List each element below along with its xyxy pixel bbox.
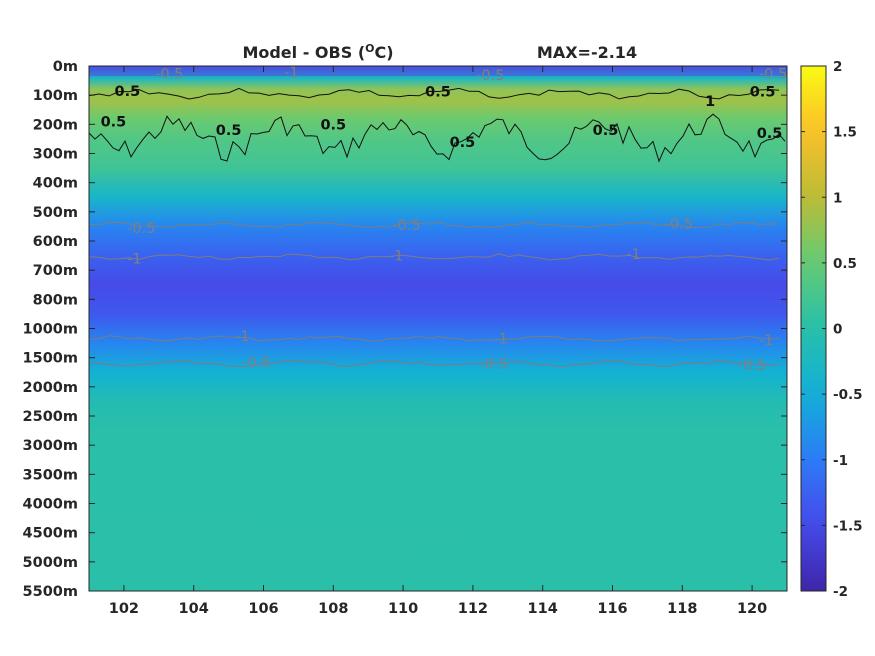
contour-label: 0.5 [593,123,619,139]
contour-label: 0.5 [115,84,141,100]
contour-label: -0.5 [155,66,183,82]
contour-label: 1 [705,94,715,110]
x-tick-label: 104 [179,601,209,617]
contour-label: 0.5 [450,135,476,151]
heatmap-field [89,66,787,591]
contour-label: 0.5 [750,85,776,101]
contour-label: 0.5 [101,114,127,130]
x-tick-label: 120 [737,601,767,617]
contour-label: -1 [127,252,141,268]
y-tick-label: 700m [33,263,78,279]
contour-label: 0.5 [757,126,783,142]
x-tick-label: 114 [528,601,558,617]
colorbar-tick-label: -1 [833,453,848,469]
contour-label: -0.5 [476,68,504,84]
y-tick-label: 4000m [23,497,78,513]
contour-label: -1 [494,332,508,348]
colorbar-tick-label: -2 [833,584,848,600]
y-tick-label: 2500m [23,409,78,425]
contour-line [88,113,786,163]
contour-label: 0.5 [216,123,242,139]
x-axis: 102 104 106 108 110 112 114 116 118 120 [109,66,767,617]
y-tick-label: 2000m [23,380,78,396]
y-axis: 0m 100m 200m 300m 400m 500m 600m 700m 800m 1000m 1… [23,59,787,600]
contour-line [88,335,780,342]
colorbar-tick-label: -1.5 [833,518,863,534]
contour-line [88,87,780,100]
y-tick-label: 800m [33,292,78,308]
x-tick-label: 102 [109,601,139,617]
contour-label: -1 [284,65,298,81]
contour-label: -0.5 [738,358,766,374]
y-tick-label: 400m [33,176,78,192]
contour-label: -0.5 [242,355,270,371]
colorbar-bar [800,65,827,592]
contour-label: -1 [235,329,249,345]
y-tick-label: 0m [53,59,78,75]
y-tick-label: 100m [33,88,78,104]
contour-line [88,359,780,368]
y-tick-label: 1000m [23,322,78,338]
colorbar-tick-label: -0.5 [833,387,863,403]
contour-line [88,253,780,261]
contour-label: -1 [389,249,403,265]
x-tick-label: 116 [597,601,627,617]
chart-title: Model - OBS (OC) [242,42,393,62]
y-tick-label: 500m [33,205,78,221]
contour-label: -1 [759,333,773,349]
y-tick-label: 1500m [23,351,78,367]
max-value-label: MAX=-2.14 [537,43,637,62]
contour-line [88,221,780,229]
contour-labels: -0.5 -1 -0.5 -0.5 0.5 0.5 0.5 1 0.5 0.5 0.5 0.5 0.5 0… [101,65,788,374]
colorbar-tick-label: 2 [833,59,842,75]
x-tick-label: 110 [388,601,418,617]
y-tick-label: 300m [33,147,78,163]
y-tick-label: 200m [33,117,78,133]
contour-label: -0.5 [127,221,155,237]
y-tick-label: 5500m [23,584,78,600]
contour-label: -0.5 [480,357,508,373]
contour-label: -0.5 [759,66,787,82]
contour-lines [88,87,786,368]
contour-label: 0.5 [425,85,451,101]
colorbar-tick-label: 0.5 [833,256,857,272]
y-tick-label: 5000m [23,555,78,571]
contour-label: 0.5 [320,117,346,133]
colorbar-ticks: 2 1.5 1 0.5 0 -0.5 -1 -1.5 -2 [801,59,863,600]
plot-area: -0.5 -1 -0.5 -0.5 0.5 0.5 0.5 1 0.5 0.5 0.5 0.5 0.5 0… [88,65,788,592]
colorbar-tick-label: 0 [833,322,842,338]
colorbar-tick-label: 1 [833,190,842,206]
colorbar: 2 1.5 1 0.5 0 -0.5 -1 -1.5 -2 [800,59,863,600]
contour-label: -0.5 [392,218,420,234]
surface-band [89,66,787,76]
y-tick-label: 3500m [23,467,78,483]
y-tick-label: 600m [33,234,78,250]
contour-label: -0.5 [665,217,693,233]
x-tick-label: 108 [318,601,348,617]
y-tick-label: 4500m [23,526,78,542]
x-tick-label: 112 [458,601,488,617]
colorbar-tick-label: 1.5 [833,125,857,141]
deep-water-patch [89,516,480,566]
x-tick-label: 106 [248,601,278,617]
contour-label: -1 [626,247,640,263]
y-tick-label: 3000m [23,438,78,454]
x-tick-label: 118 [667,601,697,617]
